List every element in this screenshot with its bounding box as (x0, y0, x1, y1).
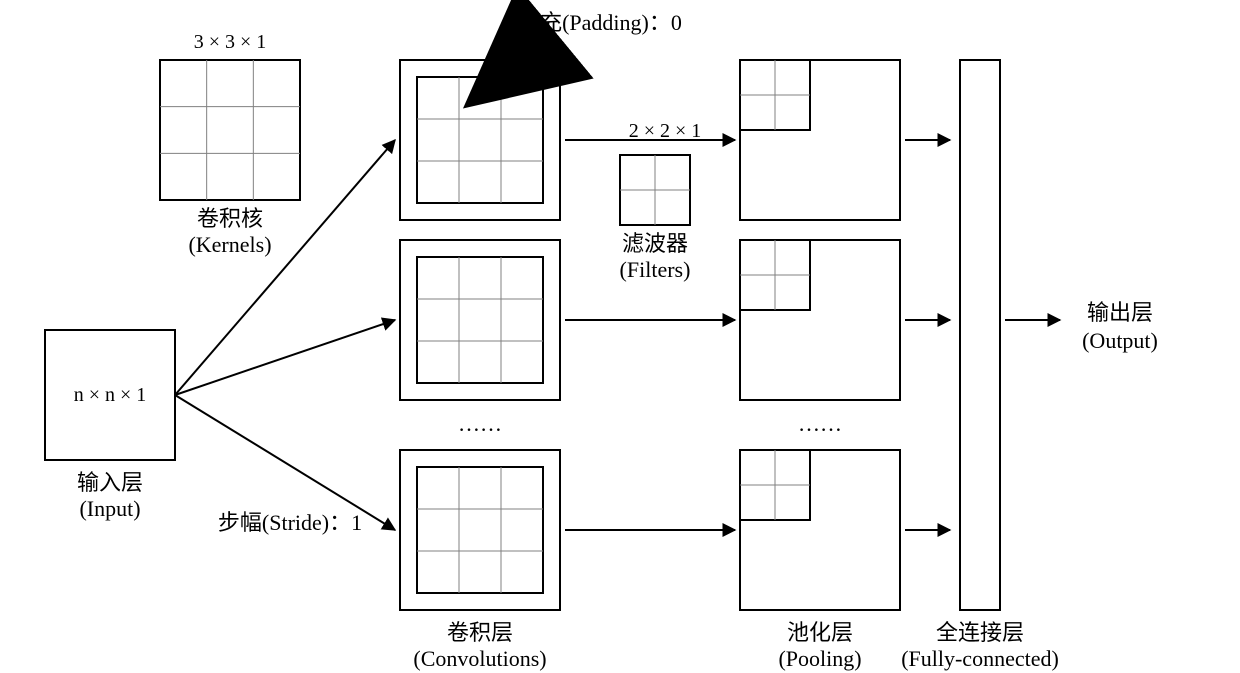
labels.filter_cn: 滤波器 (622, 231, 688, 256)
labels.kernel_en: (Kernels) (188, 232, 271, 257)
pool-outer-0 (740, 60, 900, 220)
labels.input_en: (Input) (79, 496, 140, 521)
labels.input_text: n × n × 1 (74, 384, 147, 406)
conv-outer-0 (400, 60, 560, 220)
labels.fc_cn: 全连接层 (936, 620, 1024, 645)
padding-arrow (500, 45, 540, 78)
pool-outer-1 (740, 240, 900, 400)
labels.conv_en: (Convolutions) (413, 646, 546, 671)
labels.ellipsis: …… (458, 411, 502, 436)
labels.ellipsis: …… (798, 411, 842, 436)
labels.pool_en: (Pooling) (778, 646, 861, 671)
labels.fc_en: (Fully-connected) (901, 646, 1059, 671)
labels.filter_en: (Filters) (620, 257, 691, 282)
kernel-box (160, 60, 300, 200)
labels.filter_dim: 2 × 2 × 1 (629, 120, 702, 142)
conv-inner-0 (417, 77, 543, 203)
labels.out_cn: 输出层 (1087, 300, 1153, 325)
fc-box (960, 60, 1000, 610)
labels.out_en: (Output) (1082, 328, 1158, 353)
labels.stride: 步幅(Stride)：1 (218, 510, 362, 535)
labels.pool_cn: 池化层 (787, 620, 853, 645)
conv-inner-1 (417, 257, 543, 383)
pool-outer-2 (740, 450, 900, 610)
conv-inner-2 (417, 467, 543, 593)
labels.padding: 填充(Padding)：0 (518, 10, 682, 35)
conv-outer-2 (400, 450, 560, 610)
conv-outer-1 (400, 240, 560, 400)
labels.input_cn: 输入层 (77, 470, 143, 495)
labels.kernel_dim: 3 × 3 × 1 (194, 31, 267, 53)
labels.kernel_cn: 卷积核 (197, 206, 263, 231)
labels.conv_cn: 卷积层 (447, 620, 513, 645)
